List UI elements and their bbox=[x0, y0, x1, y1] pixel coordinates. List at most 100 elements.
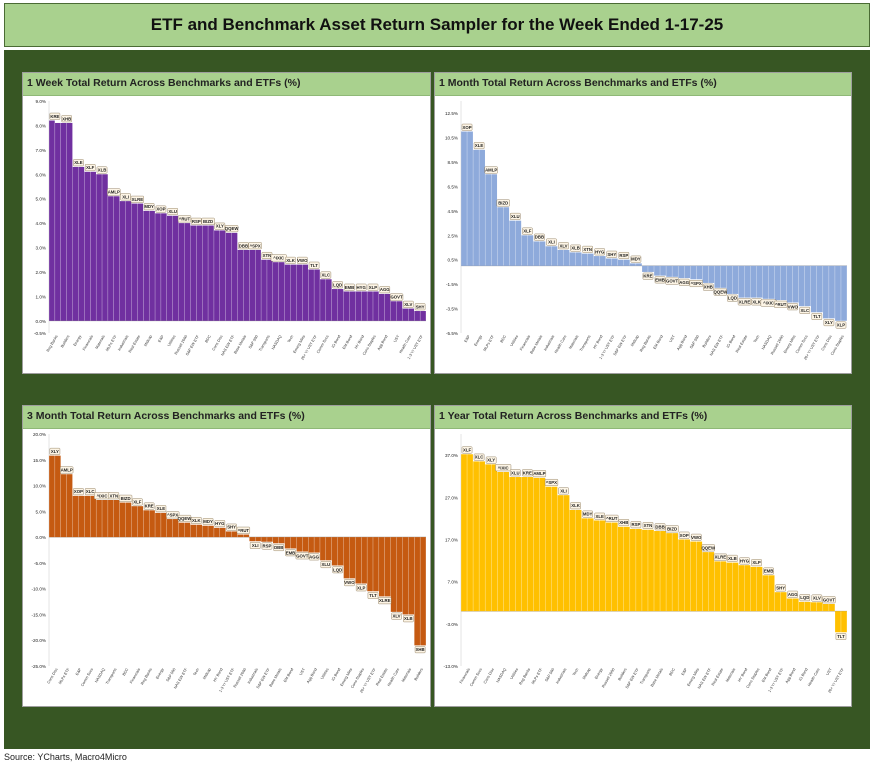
bar bbox=[623, 259, 630, 266]
category-label: Health Care bbox=[554, 335, 568, 355]
y-tick-label: 2.5% bbox=[448, 233, 458, 238]
ticker-tag bbox=[403, 300, 414, 308]
ticker-tag bbox=[238, 242, 249, 250]
ticker-label: XLF bbox=[523, 229, 531, 234]
ticker-tag bbox=[143, 203, 155, 211]
ticker-tag bbox=[630, 255, 642, 263]
panel-header: 1 Month Total Return Across Benchmarks a… bbox=[435, 73, 851, 96]
y-tick-label: 6.0% bbox=[36, 172, 46, 177]
bar bbox=[143, 510, 149, 538]
bar bbox=[420, 537, 426, 646]
ticker-label: DBB bbox=[239, 243, 248, 248]
y-tick-label: 7.0% bbox=[36, 148, 46, 153]
category-label: IG Bond bbox=[726, 335, 736, 349]
bar bbox=[190, 225, 197, 321]
ticker-label: VWO bbox=[788, 304, 799, 309]
category-label: Utilities bbox=[167, 334, 177, 347]
bar bbox=[581, 253, 588, 266]
bar bbox=[630, 263, 636, 266]
ticker-tag bbox=[297, 256, 308, 264]
bar bbox=[255, 537, 261, 542]
bar bbox=[155, 512, 161, 538]
category-label: Base Metals bbox=[269, 667, 283, 687]
ticker-label: RSP bbox=[263, 544, 272, 549]
y-tick-label: 15.0% bbox=[33, 458, 46, 463]
ticker-tag bbox=[618, 252, 630, 259]
panel-header: 1 Week Total Return Across Benchmarks an… bbox=[23, 73, 430, 96]
ticker-tag bbox=[391, 612, 402, 620]
ticker-tag bbox=[191, 217, 202, 225]
ticker-tag bbox=[532, 470, 547, 478]
ticker-tag bbox=[332, 566, 343, 574]
bar bbox=[314, 269, 320, 321]
ticker-tag bbox=[273, 544, 284, 551]
ticker-tag bbox=[485, 456, 497, 464]
ticker-tag bbox=[605, 514, 619, 522]
ticker-tag bbox=[295, 552, 309, 560]
bar bbox=[768, 265, 775, 299]
ticker-tag bbox=[202, 518, 214, 525]
ticker-tag bbox=[678, 531, 690, 539]
bar bbox=[119, 201, 126, 321]
ticker-label: DBB bbox=[655, 524, 664, 529]
ticker-label: XLE bbox=[596, 514, 604, 519]
bar bbox=[196, 524, 203, 538]
ticker-label: XLRE bbox=[715, 555, 727, 560]
bar bbox=[726, 265, 733, 294]
ticker-tag bbox=[763, 567, 774, 575]
bar bbox=[708, 265, 715, 283]
category-label: Industrials bbox=[117, 334, 129, 351]
bar bbox=[66, 474, 73, 538]
ticker-label: HYG bbox=[357, 285, 367, 290]
bar bbox=[473, 461, 479, 612]
bar bbox=[473, 149, 479, 266]
category-label: Agg Bond bbox=[785, 668, 797, 684]
ticker-tag bbox=[461, 123, 473, 131]
ticker-label: XLP bbox=[752, 560, 760, 565]
bar bbox=[72, 166, 79, 321]
bar bbox=[660, 265, 666, 276]
bar bbox=[243, 534, 250, 538]
bar bbox=[161, 512, 167, 538]
bar bbox=[720, 265, 727, 288]
ticker-tag bbox=[775, 584, 786, 592]
bar bbox=[485, 464, 492, 612]
bar bbox=[461, 131, 467, 266]
chart-panel-1-year: 1 Year Total Return Across Benchmarks an… bbox=[434, 405, 852, 707]
ticker-tag bbox=[582, 510, 593, 518]
ticker-label: ^IXIC bbox=[97, 493, 108, 498]
category-label: HY Bond bbox=[737, 668, 748, 683]
y-tick-label: -3.0% bbox=[446, 622, 458, 627]
ticker-tag bbox=[344, 283, 355, 291]
ticker-label: QQEW bbox=[225, 226, 240, 231]
ticker-label: XOP bbox=[680, 533, 689, 538]
ticker-tag bbox=[132, 498, 143, 506]
bar bbox=[527, 235, 534, 266]
y-tick-label: 6.5% bbox=[448, 184, 458, 189]
bar bbox=[267, 259, 273, 321]
bar bbox=[642, 265, 648, 272]
ticker-label: VWO bbox=[691, 535, 702, 540]
bar bbox=[835, 265, 841, 321]
bar bbox=[593, 520, 600, 612]
ticker-tag bbox=[60, 466, 74, 474]
category-label: Agg Bond bbox=[676, 335, 688, 351]
ticker-label: AMLP bbox=[533, 471, 545, 476]
ticker-label: XLU bbox=[322, 562, 331, 567]
ticker-tag bbox=[214, 222, 226, 230]
category-label: Base Metals bbox=[233, 334, 247, 354]
ticker-label: XLK bbox=[192, 518, 201, 523]
ticker-tag bbox=[120, 193, 131, 201]
y-tick-label: -15.0% bbox=[31, 612, 46, 617]
ticker-label: EMB bbox=[345, 285, 355, 290]
ticker-label: ^SPX bbox=[167, 512, 178, 517]
bar bbox=[343, 537, 350, 579]
bar bbox=[55, 455, 61, 538]
bar bbox=[750, 566, 757, 612]
bar bbox=[155, 213, 161, 321]
panel-header: 1 Year Total Return Across Benchmarks an… bbox=[435, 406, 851, 429]
ticker-tag bbox=[308, 261, 320, 269]
ticker-tag bbox=[654, 523, 666, 531]
ticker-label: ^IXIC bbox=[273, 255, 284, 260]
ticker-tag bbox=[167, 208, 178, 215]
